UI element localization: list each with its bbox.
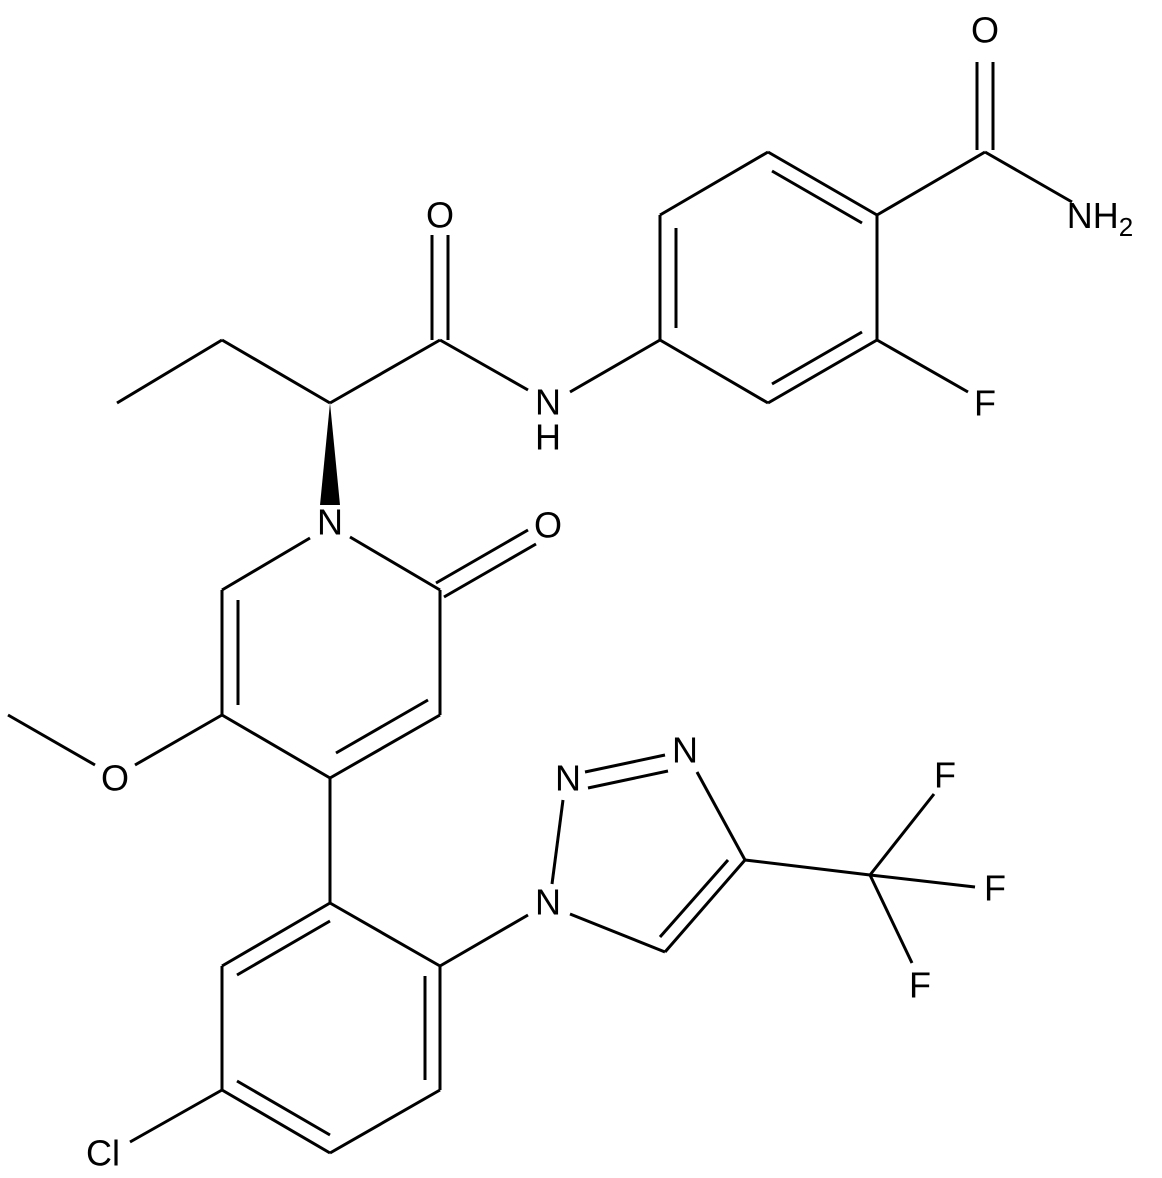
bonds: [7, 62, 1073, 1155]
atom-label: N: [535, 382, 561, 423]
atom-labels: O NH2 F N H O N O O Cl N N N F F F: [86, 10, 1133, 1174]
atom-label: F: [984, 868, 1006, 909]
atom-label: F: [909, 965, 931, 1006]
atom-label: N: [672, 730, 698, 771]
wedge-bond: [320, 403, 340, 505]
atom-label: F: [934, 755, 956, 796]
atom-symbol: NH: [1067, 195, 1119, 236]
atom-subscript: 2: [1119, 212, 1133, 242]
atom-label: O: [534, 505, 562, 546]
atom-label: F: [974, 383, 996, 424]
atom-label: O: [426, 195, 454, 236]
atom-label: NH2: [1067, 195, 1133, 243]
atom-label: O: [971, 10, 999, 51]
atom-label: Cl: [86, 1133, 120, 1174]
atom-label: O: [101, 758, 129, 799]
atom-label: N: [535, 882, 561, 923]
atom-label: N: [317, 502, 343, 543]
atom-label: N: [555, 758, 581, 799]
atom-hydrogen: H: [535, 417, 561, 458]
